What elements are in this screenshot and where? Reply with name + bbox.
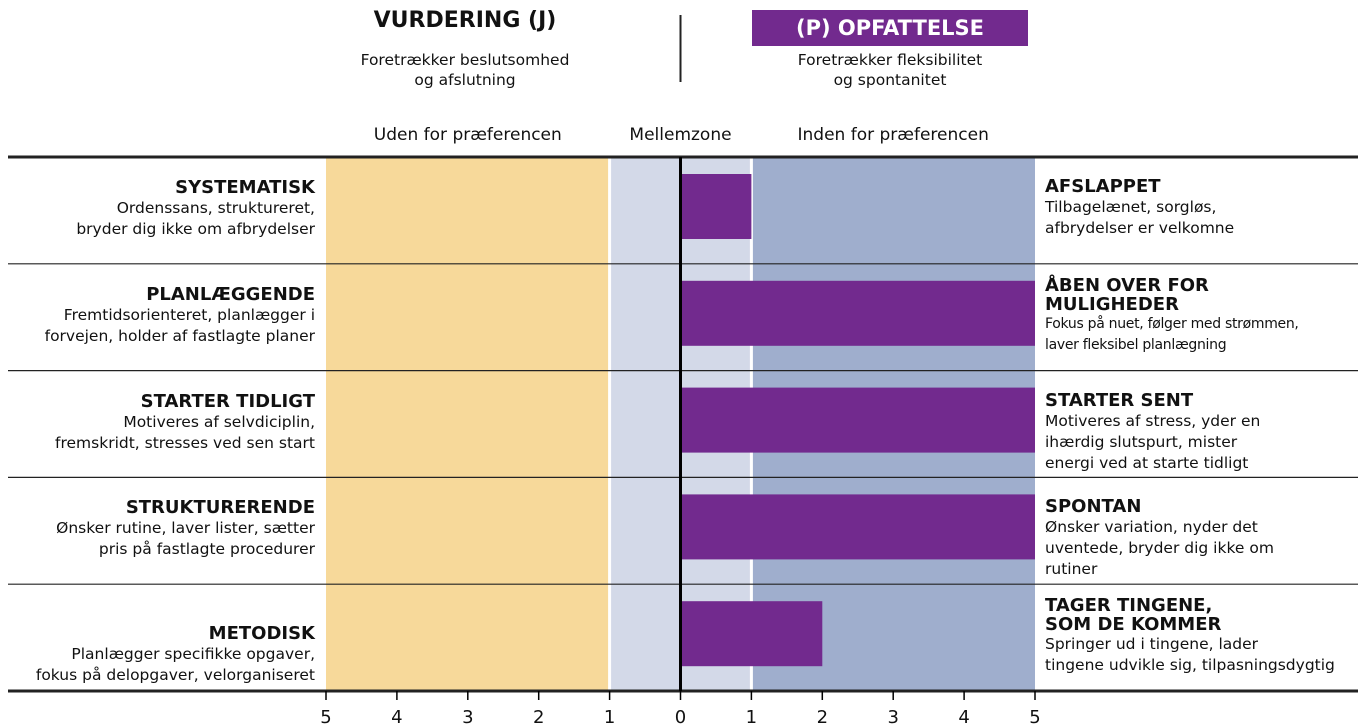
right-title: AFSLAPPET — [1045, 176, 1161, 197]
zone-label: Inden for præferencen — [798, 125, 989, 145]
bar — [680, 601, 823, 667]
left-text: Planlægger specifikke opgaver, fokus på … — [35, 645, 315, 685]
bar — [680, 387, 1035, 453]
left-text: Motiveres af selvdiciplin, fremskridt, s… — [55, 412, 315, 452]
zone-label: Mellemzone — [629, 125, 731, 145]
bar — [680, 280, 1035, 346]
right-title: SPONTAN — [1045, 496, 1142, 518]
x-tick-label: 3 — [887, 707, 898, 727]
left-text: Ønsker rutine, laver lister, sætter pris… — [56, 519, 315, 559]
right-text: Fokus på nuet, følger med strømmen, lave… — [1045, 315, 1299, 353]
x-tick-label: 2 — [533, 707, 544, 727]
left-text: Fremtidsorienteret, planlægger i forveje… — [44, 305, 315, 345]
x-tick-label: 5 — [1029, 707, 1040, 727]
right-title: ÅBEN OVER FOR MULIGHEDER — [1045, 274, 1209, 315]
right-text: Springer ud i tingene, lader tingene udv… — [1045, 635, 1335, 675]
right-text: Motiveres af stress, yder en ihærdig slu… — [1045, 411, 1261, 472]
right-title: STARTER SENT — [1045, 389, 1194, 411]
left-title: STRUKTURERENDE — [125, 497, 315, 519]
x-tick-label: 3 — [462, 707, 473, 727]
left-title: STARTER TIDLIGT — [140, 390, 315, 412]
x-tick-label: 5 — [320, 707, 331, 727]
right-text: Tilbagelænet, sorgløs, afbrydelser er ve… — [1045, 198, 1235, 237]
x-tick-label: 4 — [391, 707, 402, 727]
x-tick-label: 1 — [604, 707, 615, 727]
left-title: SYSTEMATISK — [175, 177, 315, 198]
right-text: Ønsker variation, nyder det uventede, br… — [1045, 518, 1274, 579]
left-text: Ordenssans, struktureret, bryder dig ikk… — [76, 199, 315, 238]
right-heading: (P) OPFATTELSE — [752, 10, 1028, 46]
right-subheading: Foretrækker fleksibilitet og spontanitet — [797, 51, 983, 89]
left-title: PLANLÆGGENDE — [146, 283, 315, 305]
zone — [326, 157, 610, 691]
left-title: METODISK — [208, 623, 315, 645]
x-tick-label: 0 — [675, 707, 686, 727]
right-title: TAGER TINGENE, SOM DE KOMMER — [1045, 595, 1222, 636]
x-tick-label: 2 — [817, 707, 828, 727]
left-heading: VURDERING (J) — [373, 8, 557, 33]
x-tick-label: 4 — [958, 707, 969, 727]
left-subheading: Foretrækker beslutsomhed og afslutning — [360, 51, 570, 89]
x-tick-label: 1 — [746, 707, 757, 727]
bar — [680, 174, 752, 239]
bar — [680, 494, 1035, 560]
zone-label: Uden for præferencen — [374, 125, 562, 145]
